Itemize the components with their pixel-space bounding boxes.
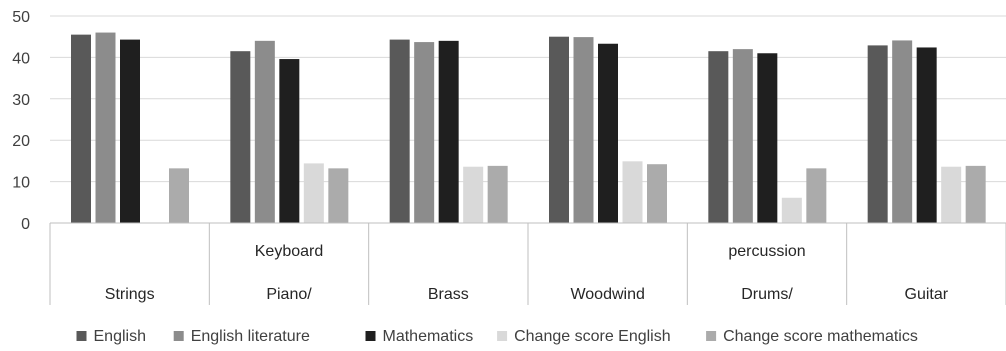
legend-swatch <box>173 331 184 341</box>
legend-label: English literature <box>191 328 310 345</box>
y-axis-ticks: 0 10 20 30 40 50 <box>12 9 30 233</box>
bar <box>806 168 827 223</box>
bar <box>169 168 189 223</box>
category-label: percussion <box>728 243 805 260</box>
bar <box>622 161 643 223</box>
legend-label: Mathematics <box>383 328 474 345</box>
bar <box>708 51 729 223</box>
y-tick-label: 10 <box>12 175 30 192</box>
bar <box>230 51 251 223</box>
category-label: Drums/ <box>741 286 793 303</box>
category-label: Strings <box>105 286 155 303</box>
category-label: Keyboard <box>255 243 324 260</box>
bar <box>95 32 116 224</box>
bars <box>71 32 986 224</box>
bar <box>414 42 435 223</box>
bar <box>328 168 349 223</box>
bar <box>647 164 667 223</box>
bar <box>279 59 300 223</box>
legend-swatch <box>365 331 376 341</box>
legend-label: English <box>94 328 146 345</box>
bar <box>573 37 594 223</box>
y-tick-label: 40 <box>12 50 30 67</box>
bar <box>965 165 986 223</box>
category-label: Piano/ <box>266 286 312 303</box>
bar <box>549 36 569 224</box>
legend: English English literature Mathematics Chan… <box>76 328 918 345</box>
bar <box>941 166 962 223</box>
y-tick-label: 30 <box>12 92 30 109</box>
bar <box>598 43 618 223</box>
legend-swatch <box>706 331 717 341</box>
bar <box>781 197 802 223</box>
y-tick-label: 0 <box>21 216 30 233</box>
bar <box>71 34 91 223</box>
y-tick-label: 50 <box>12 9 30 26</box>
legend-label: Change score English <box>514 328 671 345</box>
category-label: Brass <box>428 286 469 303</box>
bar <box>120 39 140 224</box>
bar <box>487 165 508 223</box>
bar <box>254 40 275 224</box>
y-tick-label: 20 <box>12 133 30 150</box>
legend-label: Change score mathematics <box>723 328 918 345</box>
bar <box>916 47 937 223</box>
bar <box>867 45 888 224</box>
bar <box>892 40 913 224</box>
bar <box>438 40 459 224</box>
bar <box>757 53 778 224</box>
bar <box>303 163 324 223</box>
legend-swatch <box>76 331 87 341</box>
bar <box>732 49 753 224</box>
gridlines <box>50 15 1006 183</box>
category-label: Woodwind <box>570 286 644 303</box>
bar <box>463 166 484 223</box>
legend-swatch <box>497 331 508 341</box>
bar <box>389 39 410 224</box>
category-axis: Strings Keyboard Piano/Brass Woodwind percus… <box>49 222 1006 305</box>
category-label: Guitar <box>905 286 949 303</box>
